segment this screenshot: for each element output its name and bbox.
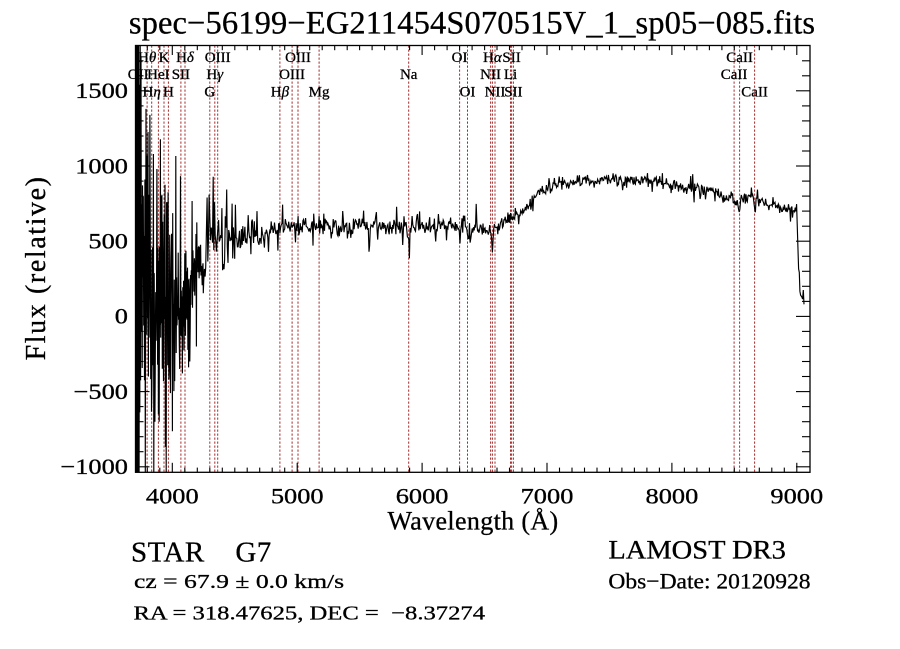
svg-text:Wavelength (Å): Wavelength (Å)	[387, 507, 558, 536]
svg-text:NII: NII	[485, 84, 506, 100]
svg-text:Hβ: Hβ	[271, 84, 290, 100]
svg-text:9000: 9000	[770, 484, 823, 508]
svg-text:OI: OI	[452, 50, 468, 66]
svg-text:OI: OI	[460, 84, 476, 100]
svg-text:Hα: Hα	[483, 50, 503, 66]
svg-text:LAMOST DR3: LAMOST DR3	[608, 534, 785, 564]
svg-text:8000: 8000	[646, 484, 699, 508]
svg-text:CaII: CaII	[721, 67, 748, 83]
svg-text:Hθ: Hθ	[138, 50, 157, 66]
svg-text:OIII: OIII	[205, 50, 231, 66]
svg-text:Hδ: Hδ	[176, 50, 195, 66]
svg-text:Li: Li	[504, 67, 517, 83]
svg-text:G: G	[204, 84, 215, 100]
svg-text:Hη: Hη	[143, 84, 161, 100]
svg-text:−500: −500	[74, 380, 128, 404]
svg-text:H: H	[163, 84, 174, 100]
svg-text:Na: Na	[400, 67, 418, 83]
svg-text:K: K	[159, 50, 170, 66]
svg-text:500: 500	[88, 229, 128, 253]
svg-text:6000: 6000	[396, 484, 449, 508]
svg-text:7000: 7000	[521, 484, 574, 508]
svg-text:1000: 1000	[75, 154, 128, 178]
svg-text:STAR G7: STAR G7	[131, 537, 272, 569]
svg-text:Mg: Mg	[309, 84, 330, 100]
svg-text:5000: 5000	[271, 484, 324, 508]
svg-text:SII: SII	[504, 84, 522, 100]
svg-text:spec−56199−EG211454S070515V_1_: spec−56199−EG211454S070515V_1_sp05−085.f…	[129, 6, 815, 42]
svg-text:−1000: −1000	[60, 455, 128, 479]
svg-text:4000: 4000	[146, 484, 199, 508]
svg-text:OII: OII	[128, 67, 149, 83]
svg-text:1500: 1500	[75, 79, 128, 103]
svg-text:Obs−Date: 20120928: Obs−Date: 20120928	[608, 569, 810, 593]
svg-text:CaII: CaII	[741, 84, 768, 100]
svg-text:SII: SII	[172, 67, 190, 83]
svg-text:OIII: OIII	[285, 50, 311, 66]
svg-text:RA = 318.47625, DEC = −8.3727: RA = 318.47625, DEC = −8.37274	[134, 601, 486, 623]
svg-text:SII: SII	[502, 50, 520, 66]
svg-text:OIII: OIII	[279, 67, 305, 83]
svg-text:CaII: CaII	[726, 50, 753, 66]
svg-text:Hγ: Hγ	[206, 67, 224, 83]
svg-text:HeI: HeI	[147, 67, 170, 83]
svg-text:0: 0	[115, 305, 128, 329]
svg-text:NII: NII	[480, 67, 501, 83]
svg-text:Flux (relative): Flux (relative)	[21, 175, 52, 360]
svg-text:cz = 67.9 ± 0.0 km/s: cz = 67.9 ± 0.0 km/s	[134, 569, 344, 592]
